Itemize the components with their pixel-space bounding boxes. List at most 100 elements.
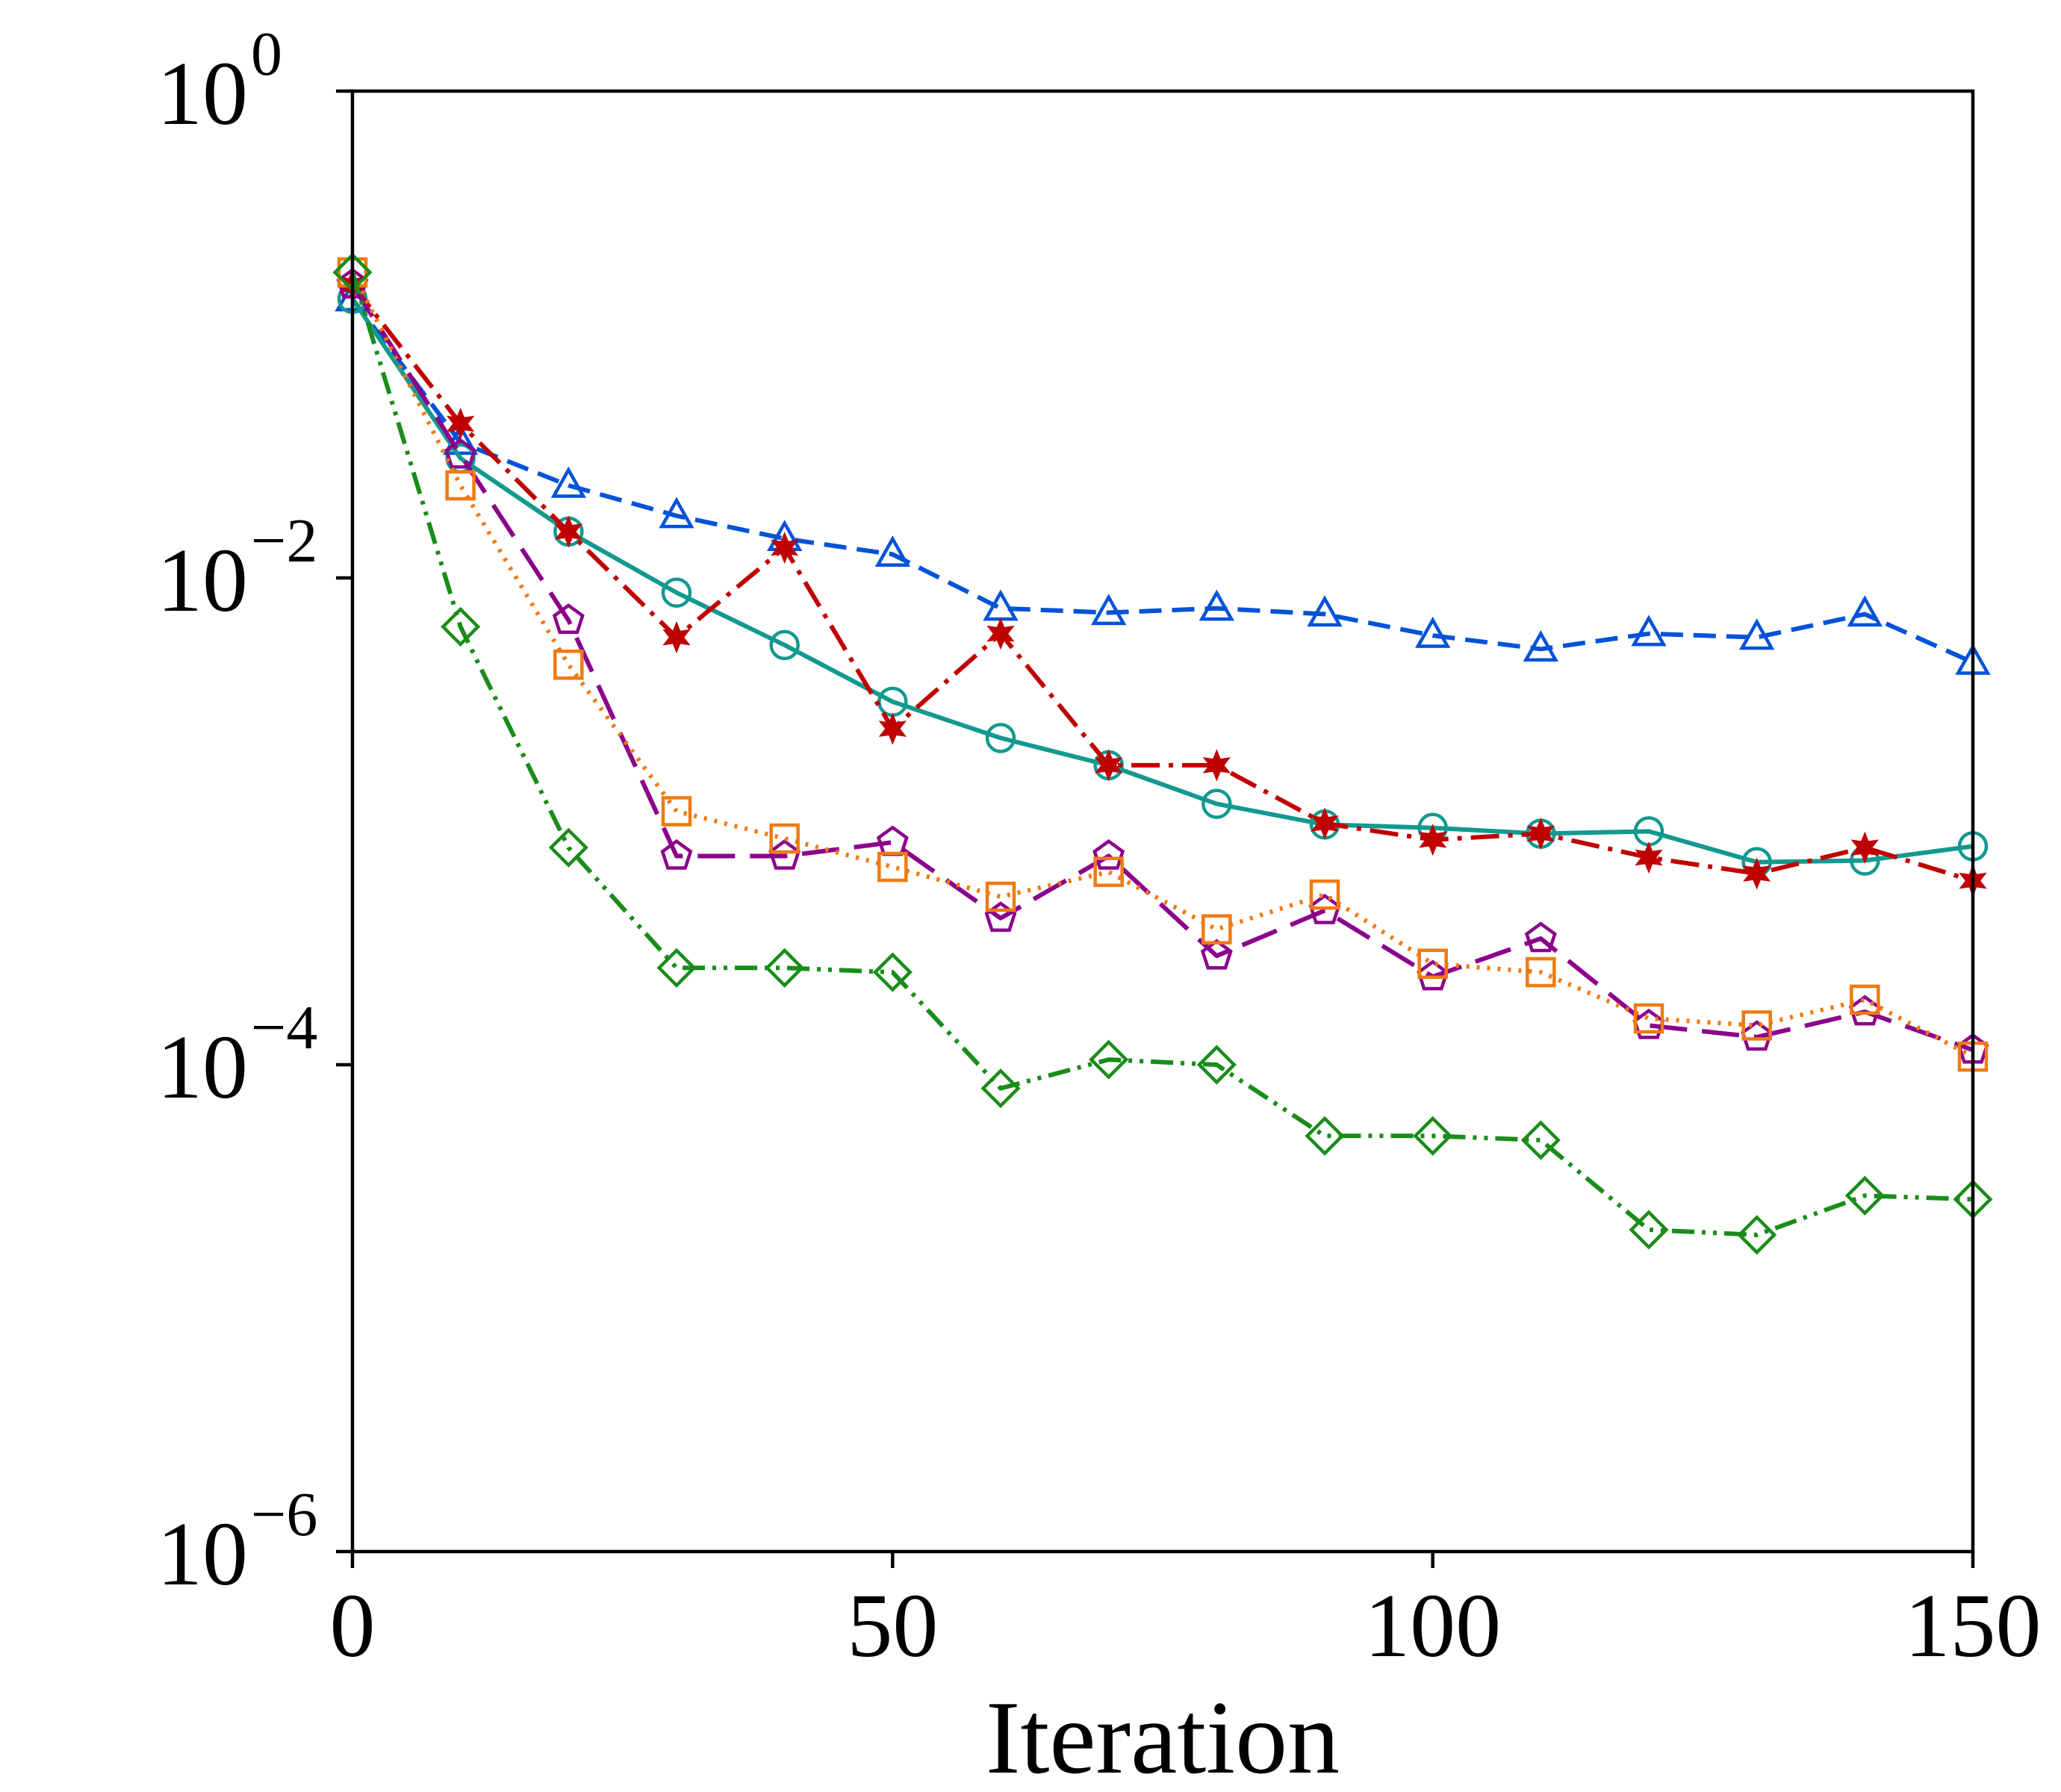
- square-marker: [1309, 879, 1340, 910]
- triangle-marker: [1415, 616, 1451, 648]
- triangle-marker: [1739, 618, 1775, 650]
- circle-marker: [661, 577, 692, 608]
- diamond-marker: [1737, 1215, 1777, 1255]
- square-marker: [877, 851, 908, 883]
- circle-marker: [1202, 788, 1232, 819]
- pentagon-marker: [1417, 959, 1449, 991]
- x-axis: 0 50 100 150: [330, 1552, 2042, 1676]
- star-marker: [1202, 749, 1231, 782]
- diamond-marker: [656, 948, 697, 988]
- square-marker: [769, 823, 800, 854]
- pentagon-marker: [984, 901, 1017, 932]
- triangle-marker: [1523, 630, 1558, 662]
- series-circle-solid: [337, 284, 1989, 877]
- pentagon-marker: [444, 438, 477, 469]
- pentagon-marker: [1200, 939, 1233, 970]
- triangle-marker: [1199, 589, 1234, 621]
- triangle-marker: [1091, 594, 1127, 626]
- star-marker: [1094, 749, 1123, 782]
- circle-marker: [769, 629, 800, 661]
- x-axis-title: Iteration: [986, 1680, 1340, 1792]
- diamond-marker: [1196, 1045, 1237, 1085]
- star-marker: [1850, 831, 1880, 864]
- series-triangle-dashed: [335, 280, 1991, 675]
- pentagon-marker: [1741, 1020, 1774, 1051]
- star-marker: [986, 617, 1015, 650]
- star-marker: [554, 515, 583, 548]
- series-line: [350, 283, 1974, 883]
- pentagon-marker: [1848, 995, 1881, 1026]
- series-line: [350, 297, 1974, 665]
- series-line: [350, 271, 1974, 1059]
- triangle-marker: [659, 497, 694, 529]
- pentagon-marker: [660, 839, 693, 870]
- y-tick-base: 10: [157, 1504, 248, 1605]
- square-marker: [553, 649, 584, 680]
- square-marker: [1850, 984, 1880, 1015]
- diamond-marker: [1844, 1175, 1885, 1216]
- y-tick-exponent: −2: [251, 506, 317, 576]
- pentagon-marker: [552, 603, 585, 634]
- square-marker: [1633, 1003, 1664, 1034]
- series-line: [350, 271, 1974, 1237]
- triangle-marker: [983, 589, 1019, 621]
- square-marker: [985, 881, 1016, 912]
- star-marker: [1635, 841, 1663, 874]
- circle-marker: [985, 723, 1016, 753]
- diamond-marker: [441, 606, 481, 647]
- pentagon-marker: [1632, 1008, 1665, 1039]
- triangle-marker: [550, 466, 586, 498]
- diamond-marker: [765, 948, 805, 988]
- diamond-marker: [1089, 1039, 1129, 1080]
- square-marker: [1417, 948, 1448, 979]
- star-marker: [1526, 817, 1555, 850]
- series-star-dashdot: [338, 268, 1987, 897]
- triangle-marker: [1631, 615, 1667, 647]
- diamond-marker: [872, 952, 913, 992]
- plot-frame: [350, 89, 1975, 1554]
- star-marker: [878, 712, 907, 745]
- y-tick-base: 10: [157, 43, 248, 144]
- series-line: [350, 297, 1974, 865]
- series-pentagon-longdash: [336, 267, 1989, 1064]
- y-tick-label: 10 0: [157, 19, 282, 144]
- x-tick-label: 50: [847, 1575, 938, 1676]
- y-tick-base: 10: [157, 1017, 248, 1118]
- plot-border: [350, 89, 1975, 1554]
- pentagon-marker: [1308, 893, 1341, 924]
- star-marker: [662, 621, 691, 654]
- pentagon-marker: [768, 839, 801, 870]
- diamond-marker: [1629, 1210, 1669, 1250]
- diamond-marker: [548, 827, 588, 868]
- series-diamond-dashdotdot: [332, 252, 1993, 1255]
- y-tick-exponent: 0: [251, 19, 282, 89]
- star-marker: [770, 532, 799, 564]
- triangle-marker: [874, 535, 910, 567]
- square-marker: [1526, 956, 1556, 988]
- square-marker: [1202, 914, 1232, 945]
- y-tick-exponent: −4: [251, 993, 317, 1063]
- pentagon-marker: [1092, 839, 1125, 870]
- diamond-marker: [1520, 1120, 1561, 1160]
- star-marker: [1311, 807, 1339, 840]
- diamond-marker: [980, 1068, 1021, 1109]
- x-tick-label: 100: [1364, 1575, 1501, 1676]
- pentagon-marker: [876, 825, 909, 856]
- star-marker: [446, 407, 475, 441]
- square-marker: [445, 470, 476, 501]
- star-marker: [1742, 857, 1771, 890]
- x-tick-label: 0: [330, 1575, 376, 1676]
- diamond-marker: [1305, 1116, 1345, 1156]
- series-layer: [332, 252, 1993, 1255]
- triangle-marker: [1847, 595, 1883, 627]
- square-marker: [1741, 1010, 1772, 1041]
- square-marker: [1093, 856, 1124, 887]
- triangle-marker: [1307, 595, 1343, 627]
- star-marker: [1418, 824, 1447, 856]
- square-marker: [661, 796, 692, 827]
- series-line: [350, 283, 1974, 1053]
- series-square-dotted: [337, 257, 1989, 1072]
- y-tick-base: 10: [157, 530, 248, 631]
- y-tick-label: 10 −4: [157, 993, 317, 1118]
